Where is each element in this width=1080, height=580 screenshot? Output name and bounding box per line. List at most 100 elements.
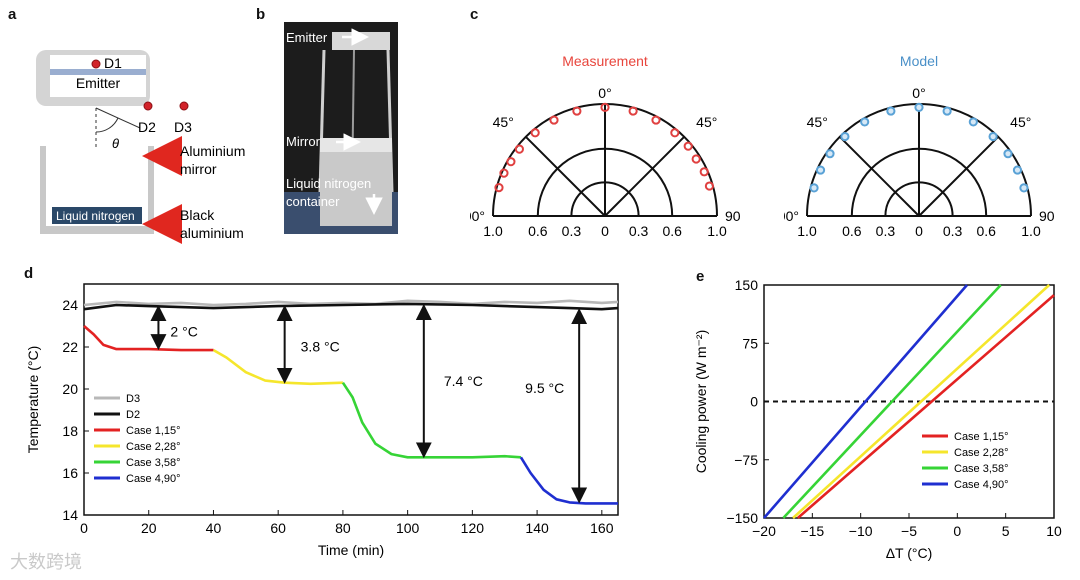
- model-point-10: [1003, 149, 1013, 159]
- model-point-5: [886, 106, 896, 116]
- model-point-9: [988, 131, 998, 142]
- measurement-radial-tick-1: 0.6: [528, 223, 548, 239]
- model-radial-tick-1: 0.6: [842, 223, 862, 239]
- cooling-ytick-2: 0: [750, 394, 758, 410]
- model-angle-45-right: 45°: [1010, 114, 1031, 130]
- temp-ytick-1: 16: [62, 465, 78, 481]
- detector-d2: [143, 101, 153, 111]
- temp-legend-label-0: D3: [126, 393, 140, 405]
- model-angle-45-left: 45°: [807, 114, 828, 130]
- temp-ylabel: Temperature (°C): [25, 346, 41, 454]
- measurement-point-10: [670, 128, 680, 138]
- angle-arc: [95, 117, 119, 133]
- watermark: 大数跨境: [10, 552, 82, 572]
- temp-series-3: [212, 348, 343, 386]
- measurement-point-3: [514, 144, 524, 154]
- temp-xtick-4: 80: [335, 520, 351, 536]
- d2-label: D2: [138, 119, 156, 135]
- cooling-xtick-5: 5: [1002, 523, 1010, 539]
- cooling-series-2: [782, 284, 1002, 519]
- model-radial-tick-4: 0.3: [943, 223, 963, 239]
- measurement-spoke-1: [604, 136, 685, 217]
- measurement-angle-0: 0°: [598, 85, 611, 101]
- black-aluminium-label-1: Black: [180, 207, 215, 223]
- cooling-xtick-2: −10: [849, 523, 873, 539]
- cooling-xtick-6: 10: [1046, 523, 1062, 539]
- measurement-radial-tick-6: 1.0: [707, 223, 727, 239]
- mirror-wall-right: [148, 146, 154, 234]
- cooling-series-1: [792, 284, 1051, 519]
- model-angle-0: 0°: [912, 85, 925, 101]
- detector-d1: [91, 59, 101, 69]
- model-radial-tick-6: 1.0: [1021, 223, 1041, 239]
- cooling-power-chart: −20 −15 −10 −5 0 5 10 −150 −75 0 75 150 ΔT (°C) Cooli…: [693, 277, 1062, 561]
- detector-d3: [179, 101, 189, 111]
- panel-label-e: e: [696, 268, 705, 285]
- temp-annotation-label-1: 3.8 °C: [301, 338, 340, 354]
- measurement-spoke-2: [525, 136, 606, 217]
- temp-series-0: [83, 299, 619, 307]
- temp-legend-label-2: Case 1,15°: [126, 425, 181, 437]
- temp-annotation-label-2: 7.4 °C: [444, 373, 483, 389]
- temp-xlabel: Time (min): [318, 542, 384, 558]
- photo-emitter-box: [332, 32, 390, 50]
- model-point-4: [860, 117, 870, 127]
- cooling-ytick-1: −75: [734, 452, 758, 468]
- temperature-chart: 0 20 40 60 80 100 120 140 160 14 16 18 20 22 24 Time (m…: [25, 283, 619, 558]
- emitter-label: Emitter: [76, 75, 121, 91]
- measurement-point-9: [651, 115, 661, 125]
- temp-series-4: [341, 381, 521, 459]
- mirror-wall-left: [40, 146, 46, 234]
- panel-a-schematic: Emitter D1 D2 D3 θ Aluminium mirror Liqu…: [36, 50, 245, 244]
- model-point-11: [1012, 165, 1023, 175]
- temp-annotation-label-0: 2 °C: [170, 324, 197, 340]
- temp-series-2: [83, 325, 214, 352]
- panel-label-c: c: [470, 6, 479, 23]
- photo-mirror-label: Mirror: [286, 134, 321, 149]
- temp-xtick-3: 60: [270, 520, 286, 536]
- measurement-point-2: [506, 157, 516, 167]
- cooling-ylabel: Cooling power (W m⁻²): [693, 330, 709, 474]
- cooling-legend-label-1: Case 2,28°: [954, 447, 1009, 459]
- model-point-0: [809, 183, 819, 193]
- measurement-radial-tick-3: 0: [601, 223, 609, 239]
- temp-xtick-0: 0: [80, 520, 88, 536]
- panel-label-d: d: [24, 265, 34, 282]
- measurement-radial-tick-2: 0.3: [562, 223, 582, 239]
- polar-measurement: Measurement0°45°45°90°90°1.00.60.300.30.…: [470, 53, 740, 239]
- temp-annotation-label-3: 9.5 °C: [525, 380, 564, 396]
- cooling-series-3: [763, 284, 968, 519]
- cooling-series-0: [796, 294, 1055, 519]
- panel-label-a: a: [8, 6, 17, 23]
- temp-ytick-0: 14: [62, 507, 78, 523]
- model-radial-tick-3: 0: [915, 223, 923, 239]
- measurement-angle-90-left: 90°: [470, 208, 485, 224]
- temp-legend-label-4: Case 3,58°: [126, 457, 181, 469]
- model-point-2: [825, 149, 835, 159]
- measurement-point-8: [628, 106, 638, 116]
- panel-label-b: b: [256, 6, 266, 23]
- panel-b-photo: Emitter Mirror Liquid nitrogen container: [284, 22, 398, 234]
- cooling-legend-label-3: Case 4,90°: [954, 479, 1009, 491]
- model-radial-tick-0: 1.0: [797, 223, 817, 239]
- container-floor: [40, 226, 154, 234]
- temp-ytick-2: 18: [62, 423, 78, 439]
- cooling-xtick-4: 0: [953, 523, 961, 539]
- measurement-angle-90-right: 90°: [725, 208, 740, 224]
- model-point-7: [942, 106, 952, 116]
- measurement-point-7: [600, 102, 610, 112]
- model-point-3: [840, 131, 850, 142]
- measurement-radial-tick-5: 0.6: [662, 223, 682, 239]
- temp-legend-label-1: D2: [126, 409, 140, 421]
- temp-ytick-5: 24: [62, 297, 78, 313]
- temp-ytick-3: 20: [62, 381, 78, 397]
- measurement-point-11: [683, 141, 693, 151]
- cooling-xtick-0: −20: [752, 523, 776, 539]
- model-title: Model: [900, 53, 938, 69]
- temp-frame: [83, 283, 619, 516]
- mirror-label-1: Aluminium: [180, 143, 245, 159]
- temp-xtick-6: 120: [461, 520, 485, 536]
- cooling-ytick-3: 75: [742, 335, 758, 351]
- measurement-angle-45-left: 45°: [493, 114, 514, 130]
